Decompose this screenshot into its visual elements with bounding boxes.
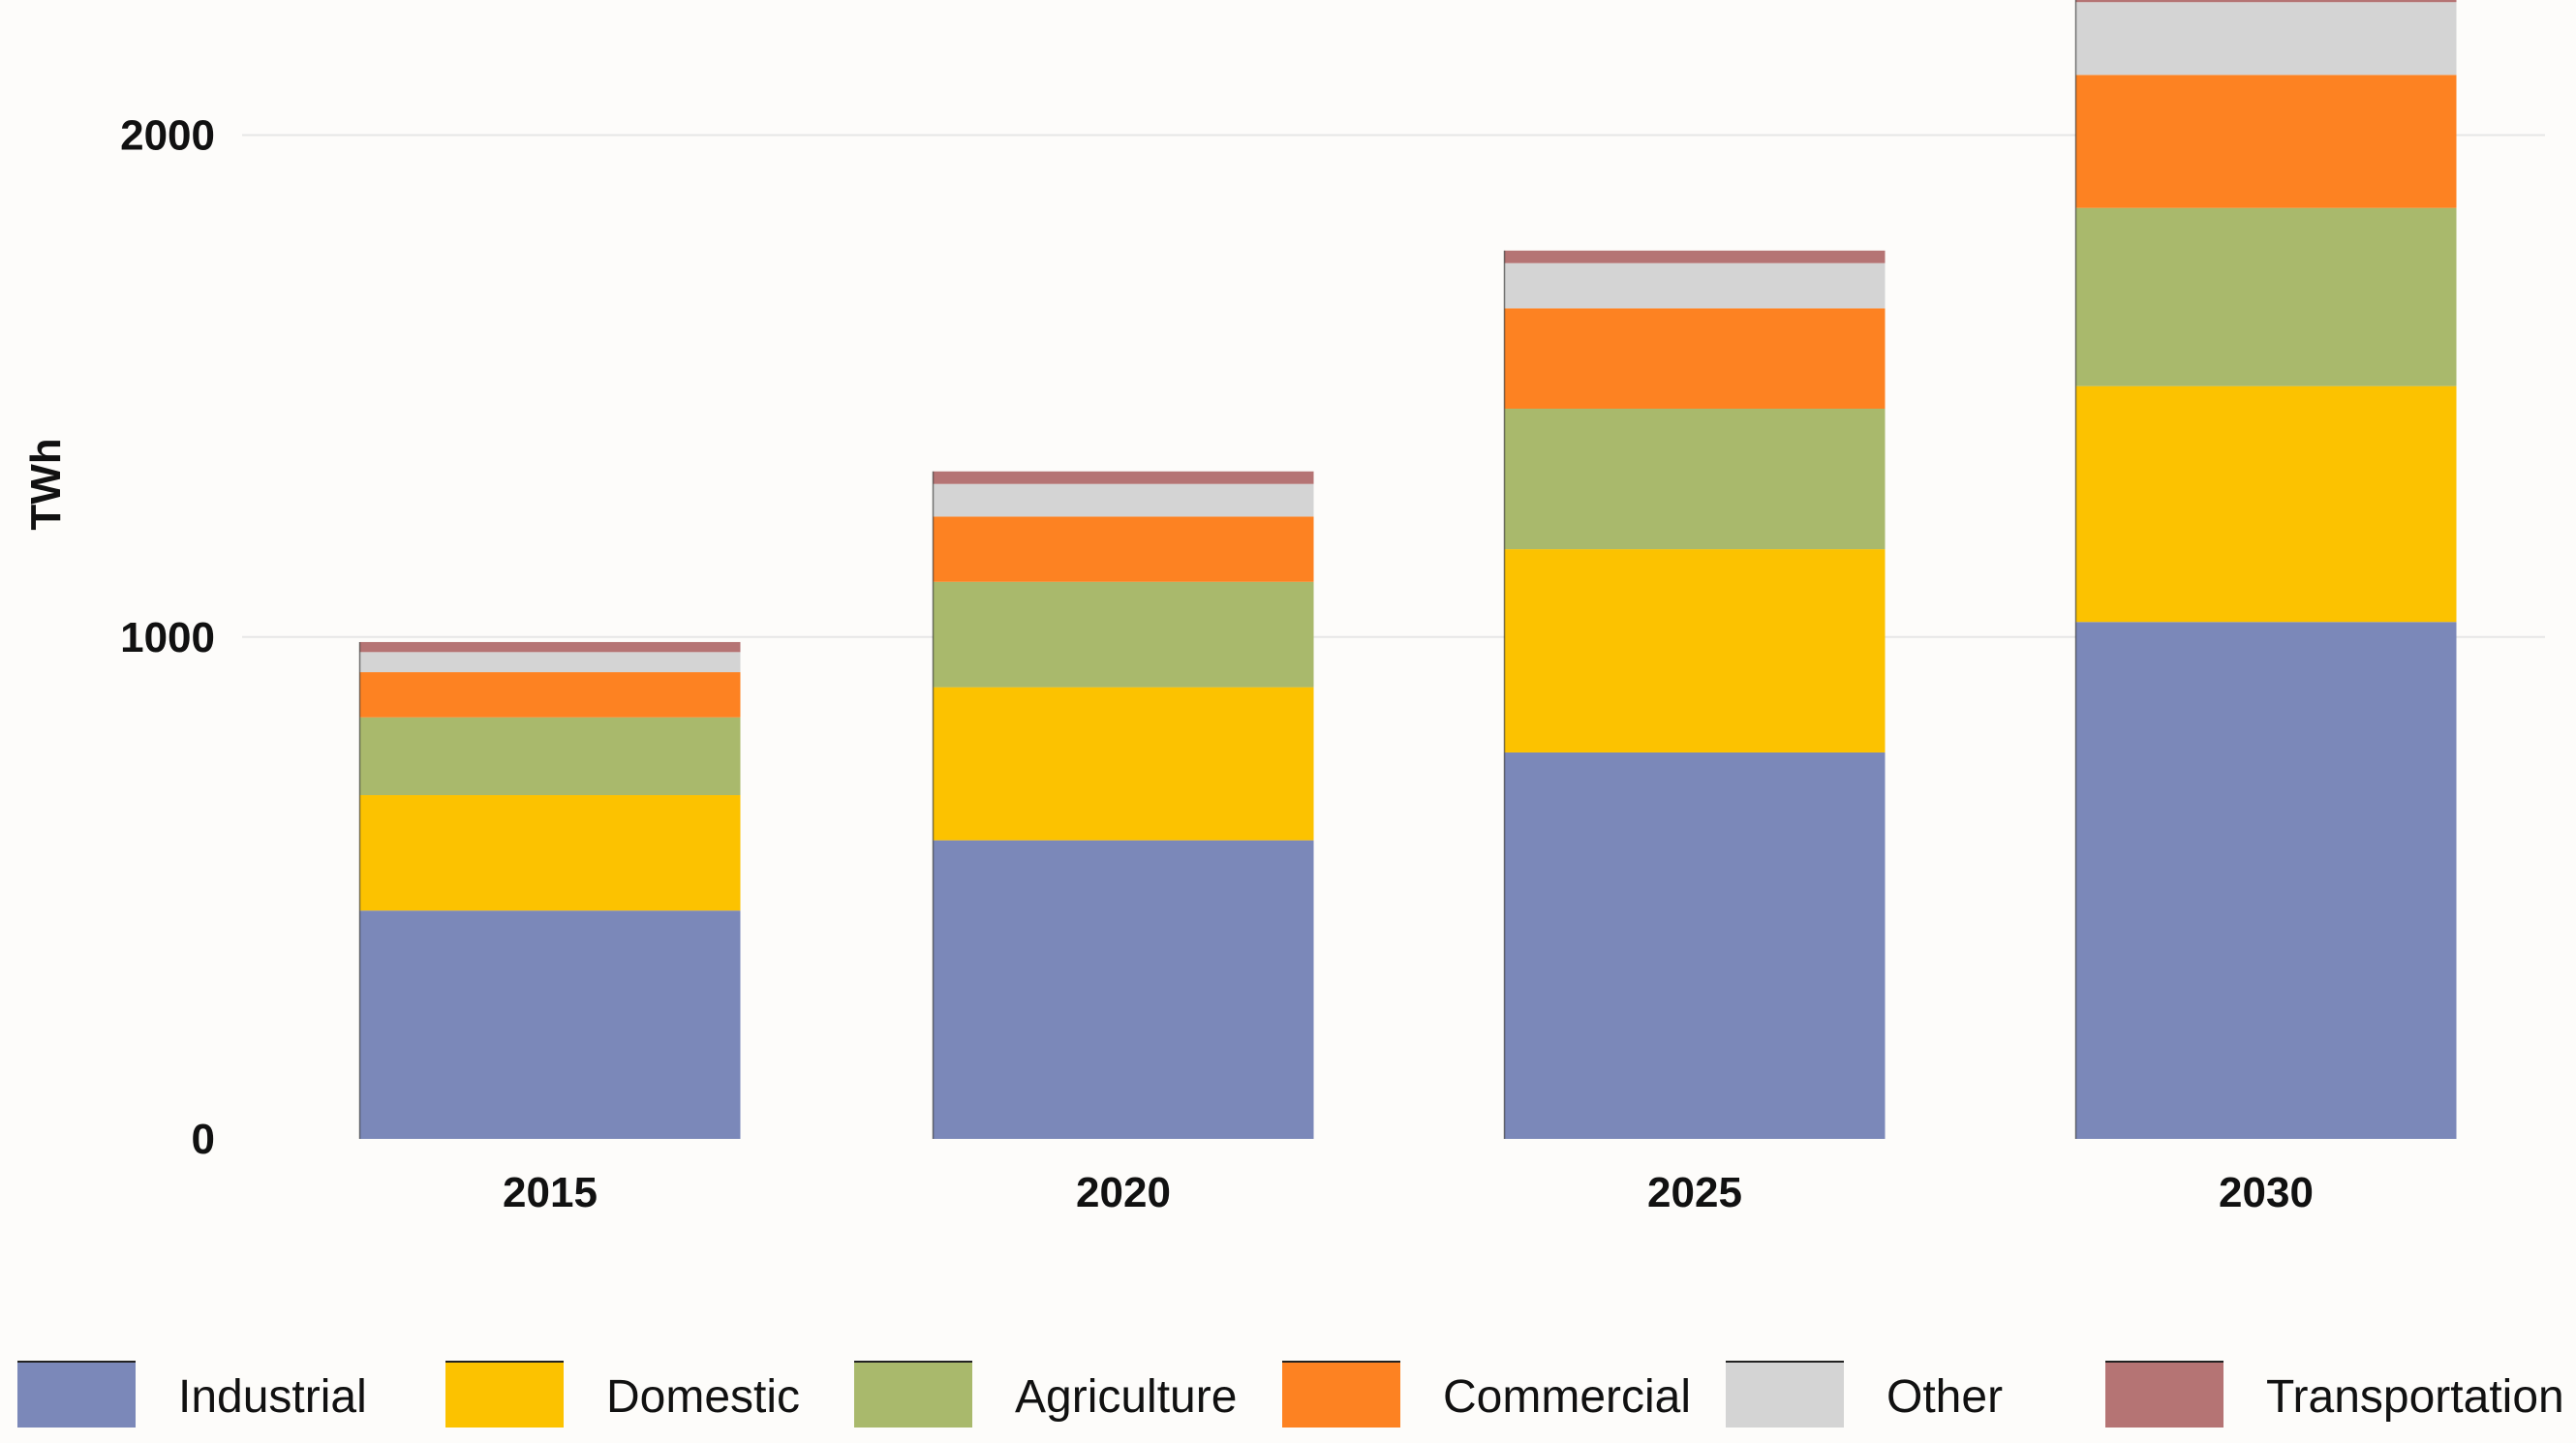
y-axis-label: TWh <box>22 438 70 530</box>
legend-swatch-agriculture <box>854 1362 972 1428</box>
bar-segment-transportation-2025 <box>1504 250 1886 263</box>
legend-item-transportation: Transportation <box>2105 1361 2564 1428</box>
bar-segment-industrial-2015 <box>359 910 741 1139</box>
x-tick-label: 2020 <box>1076 1169 1171 1216</box>
legend-swatch-industrial <box>17 1362 136 1428</box>
bar-segment-domestic-2015 <box>359 795 741 911</box>
bar-segment-agriculture-2025 <box>1504 408 1886 550</box>
bar-segment-other-2020 <box>933 483 1314 517</box>
bar-segment-domestic-2025 <box>1504 549 1886 752</box>
y-tick-label: 2000 <box>120 112 215 160</box>
legend-item-commercial: Commercial <box>1282 1361 1691 1428</box>
bar-segment-industrial-2020 <box>933 840 1314 1139</box>
bars <box>358 0 2457 1139</box>
x-tick-label: 2015 <box>503 1169 598 1216</box>
bar-segment-transportation-2015 <box>359 641 741 653</box>
bar-segment-other-2030 <box>2075 2 2457 76</box>
legend-swatch-domestic <box>445 1362 564 1428</box>
legend-swatch-other <box>1726 1362 1844 1428</box>
legend-swatch-transportation <box>2105 1362 2223 1428</box>
bar-segment-domestic-2030 <box>2075 385 2457 623</box>
bar-segment-industrial-2030 <box>2075 622 2457 1139</box>
bar-segment-commercial-2015 <box>359 672 741 718</box>
bar-segment-domestic-2020 <box>933 687 1314 841</box>
y-tick-label: 1000 <box>120 614 215 661</box>
legend-swatch-commercial <box>1282 1362 1400 1428</box>
bar-segment-other-2015 <box>359 652 741 673</box>
legend-label-industrial: Industrial <box>178 1371 367 1423</box>
bar-segment-transportation-2020 <box>933 471 1314 484</box>
bar-segment-agriculture-2030 <box>2075 207 2457 386</box>
legend: Industrial Domestic Agriculture Commercial O… <box>17 1361 2564 1428</box>
x-tick-label: 2025 <box>1647 1169 1742 1216</box>
x-tick-label: 2030 <box>2219 1169 2314 1216</box>
y-tick-label: 0 <box>192 1116 215 1163</box>
bar-segment-commercial-2030 <box>2075 75 2457 208</box>
legend-item-industrial: Industrial <box>17 1361 367 1428</box>
legend-label-other: Other <box>1886 1371 2003 1423</box>
bar-segment-industrial-2025 <box>1504 752 1886 1139</box>
legend-label-transportation: Transportation <box>2266 1371 2564 1423</box>
bar-segment-commercial-2025 <box>1504 308 1886 409</box>
bar-segment-transportation-2030 <box>2075 0 2457 3</box>
legend-label-agriculture: Agriculture <box>1015 1371 1237 1423</box>
legend-item-domestic: Domestic <box>445 1361 800 1428</box>
bar-segment-other-2025 <box>1504 262 1886 309</box>
legend-item-agriculture: Agriculture <box>854 1361 1237 1428</box>
bar-segment-agriculture-2020 <box>933 581 1314 688</box>
legend-item-other: Other <box>1726 1361 2003 1428</box>
bar-segment-agriculture-2015 <box>359 717 741 796</box>
x-axis-ticks: 2015 2020 2025 2030 <box>503 1169 2314 1216</box>
bar-segment-commercial-2020 <box>933 516 1314 582</box>
y-axis-ticks: 0 1000 2000 <box>120 112 215 1163</box>
legend-label-domestic: Domestic <box>606 1371 800 1423</box>
legend-label-commercial: Commercial <box>1443 1371 1691 1423</box>
